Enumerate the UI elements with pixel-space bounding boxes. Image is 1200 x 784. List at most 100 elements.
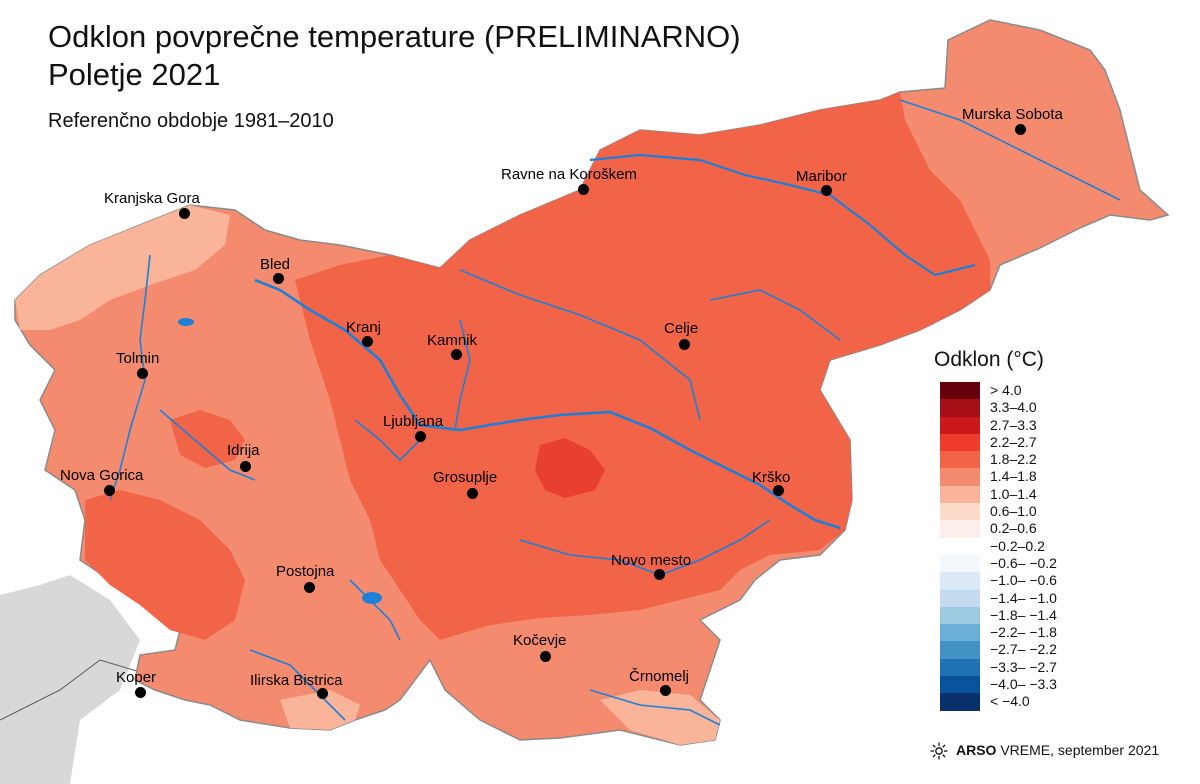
legend-row: −1.0– −0.6 [934, 572, 1134, 590]
legend-label: 1.4–1.8 [990, 468, 1037, 485]
legend-row: −1.4– −1.0 [934, 589, 1134, 607]
neighbouring-land-border [0, 659, 141, 721]
legend-swatch [940, 589, 980, 607]
city-label: Tolmin [116, 350, 160, 367]
legend: Odklon (°C) > 4.0 3.3–4.0 2.7–3.3 2.2–2.… [934, 348, 1134, 711]
legend-title: Odklon (°C) [934, 348, 1044, 371]
city-dot [773, 485, 784, 496]
city-label: Ljubljana [383, 413, 444, 430]
legend-swatch [940, 416, 980, 434]
city-dot [679, 339, 690, 350]
legend-label: −3.3– −2.7 [990, 658, 1057, 675]
zone-pale-southeast [600, 690, 720, 745]
credit-separator: , [1050, 742, 1058, 758]
city-dot [451, 349, 462, 360]
legend-label: −1.4– −1.0 [990, 589, 1057, 606]
river-ljubljanica [354, 419, 421, 462]
legend-label: −2.2– −1.8 [990, 624, 1057, 641]
legend-swatch [940, 433, 980, 452]
city-label: Črnomelj [629, 668, 690, 685]
legend-label: −0.6– −0.2 [990, 554, 1057, 571]
zone-hotspot [535, 438, 605, 498]
zone-idrija-warm [170, 410, 245, 468]
city-label: Maribor [796, 168, 847, 185]
city-dot [540, 651, 551, 662]
city-label: Grosuplje [433, 469, 498, 486]
city-label: Murska Sobota [962, 106, 1063, 123]
city-label: Novo mesto [611, 552, 692, 569]
legend-label: 1.0–1.4 [990, 485, 1037, 502]
legend-label: 2.7–3.3 [990, 416, 1037, 433]
city-dot [137, 368, 148, 379]
city-dot [240, 461, 251, 472]
legend-swatch [940, 624, 980, 642]
city-label: Kranj [346, 319, 382, 336]
rivers [109, 99, 1121, 726]
legend-label: > 4.0 [990, 382, 1022, 398]
city-dot [415, 431, 426, 442]
city-dot [467, 488, 478, 499]
city-dot [660, 685, 671, 696]
river-kolpa [589, 689, 721, 726]
zone-central-warm [295, 92, 990, 640]
river-tributary-east [454, 319, 471, 431]
legend-label: −1.8– −1.4 [990, 606, 1057, 623]
legend-swatch [940, 554, 980, 573]
zone-pale-south [280, 690, 360, 730]
city-dot [654, 569, 665, 580]
city-label: Postojna [276, 563, 335, 580]
river-savinja [459, 269, 701, 421]
legend-row: 1.4–1.8 [934, 468, 1134, 486]
legend-row: −0.2–0.2 [934, 537, 1134, 555]
credit-date: september 2021 [1057, 742, 1160, 758]
legend-row: −2.7– −2.2 [934, 641, 1134, 659]
legend-swatch [940, 693, 980, 711]
legend-label: 1.8–2.2 [990, 451, 1037, 468]
legend-row: −0.6– −0.2 [934, 554, 1134, 573]
sun-icon [930, 742, 948, 760]
zone-pale-northwest [15, 205, 230, 330]
city-label: Kranjska Gora [104, 190, 200, 207]
legend-label: −0.2–0.2 [990, 537, 1045, 554]
legend-swatch [940, 641, 980, 659]
legend-row: −4.0– −3.3 [934, 676, 1134, 694]
city-dot [273, 273, 284, 284]
legend-row: 0.2–0.6 [934, 520, 1134, 538]
legend-label: −1.0– −0.6 [990, 572, 1057, 589]
river-postojna [349, 579, 401, 641]
legend-row: −2.2– −1.8 [934, 624, 1134, 642]
legend-label: 0.2–0.6 [990, 520, 1037, 537]
map-title: Odklon povprečne temperature (PRELIMINAR… [48, 18, 741, 94]
legend-row: 1.8–2.2 [934, 451, 1134, 469]
legend-label: < −4.0 [990, 693, 1030, 710]
legend-label: 0.6–1.0 [990, 503, 1037, 520]
river-sava [254, 278, 841, 530]
river-soca [109, 254, 151, 501]
lake-cerknica [362, 592, 382, 604]
legend-swatch [940, 658, 980, 677]
river-reka [249, 649, 346, 721]
legend-swatch [940, 382, 980, 400]
legend-row: 0.6–1.0 [934, 503, 1134, 521]
map-subtitle: Referenčno obdobje 1981–2010 [48, 110, 334, 132]
river-idrijca [159, 409, 256, 481]
city-label: Krško [752, 469, 791, 486]
city-dot [821, 185, 832, 196]
city-dot [362, 336, 373, 347]
city-label: Kamnik [427, 332, 478, 349]
legend-swatch [940, 451, 980, 469]
city-dot [578, 184, 589, 195]
legend-row: −1.8– −1.4 [934, 606, 1134, 625]
legend-swatch [940, 572, 980, 590]
city-dot [304, 582, 315, 593]
legend-label: −4.0– −3.3 [990, 676, 1057, 693]
legend-label: 3.3–4.0 [990, 399, 1037, 416]
zone-west-warm [85, 490, 245, 640]
legend-swatch [940, 676, 980, 694]
product-name: VREME [1000, 742, 1051, 758]
river-dravinja [709, 289, 841, 341]
city-dot [317, 688, 328, 699]
legend-row: < −4.0 [934, 693, 1134, 711]
city-dot [104, 485, 115, 496]
